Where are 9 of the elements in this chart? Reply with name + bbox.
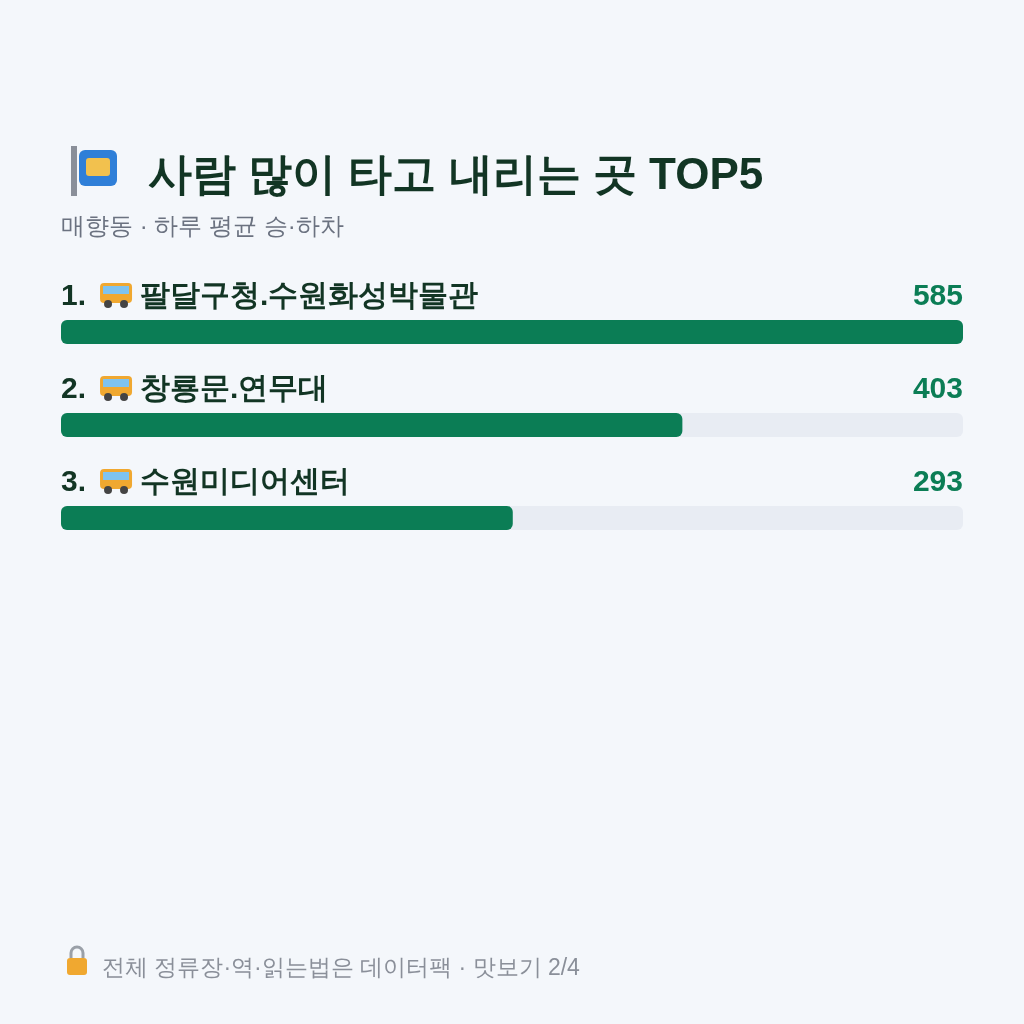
data-label: 585 bbox=[912, 278, 963, 311]
chart-subtitle: 매향동 · 하루 평균 승·하차 bbox=[61, 212, 344, 239]
chart-title: 사람 많이 타고 내리는 곳 TOP5 bbox=[148, 149, 764, 198]
category-label: 1. 팔달구청.수원화성박물관 bbox=[61, 278, 479, 311]
text: 전체 정류장·역·읽는법은 데이터팩 · 맛보기 2/4 bbox=[102, 954, 581, 980]
data-label: 403 bbox=[912, 371, 963, 404]
category-label: 3. 수원미디어센터 bbox=[61, 464, 351, 497]
category-label: 2. 창룡문.연무대 bbox=[61, 371, 329, 404]
data-label: 293 bbox=[912, 464, 963, 497]
